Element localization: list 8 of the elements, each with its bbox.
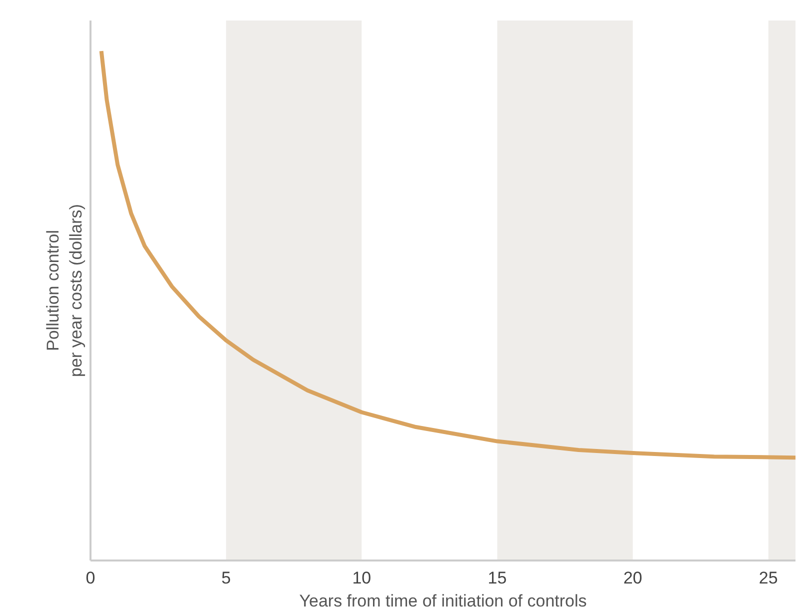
x-tick-label: 5 bbox=[221, 568, 231, 588]
x-tick-label: 10 bbox=[352, 568, 372, 588]
x-tick-label: 25 bbox=[758, 568, 778, 588]
x-axis-title: Years from time of initiation of controls bbox=[299, 592, 587, 610]
x-tick-label: 20 bbox=[623, 568, 642, 588]
x-tick-label: 0 bbox=[86, 568, 96, 588]
y-axis-title: Pollution control per year costs (dollars) bbox=[44, 204, 86, 377]
x-tick-label: 15 bbox=[488, 568, 507, 588]
